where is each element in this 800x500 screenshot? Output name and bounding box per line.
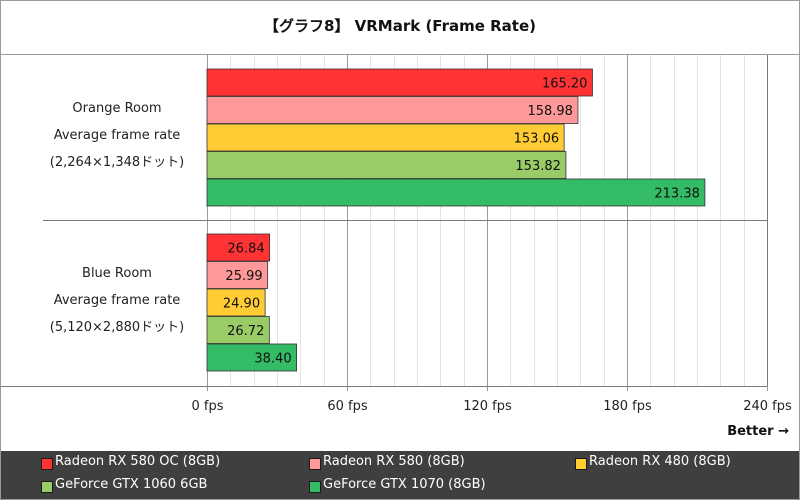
data-label: 153.06	[514, 132, 560, 147]
legend-label: Radeon RX 580 (8GB)	[323, 454, 465, 469]
data-label: 38.40	[254, 352, 291, 367]
x-tick-label: 0 fps	[191, 399, 223, 414]
legend-label: Radeon RX 580 OC (8GB)	[55, 454, 221, 469]
category-label: (2,264×1,348ドット)	[50, 155, 184, 170]
better-annotation: Better →	[727, 424, 789, 439]
legend-swatch	[41, 481, 53, 493]
chart-title: 【グラフ8】 VRMark (Frame Rate)	[263, 17, 537, 35]
x-tick-label: 120 fps	[463, 399, 512, 414]
data-label: 158.98	[527, 104, 573, 119]
legend-swatch	[41, 458, 53, 470]
legend: Radeon RX 580 OC (8GB) Radeon RX 580 (8GB…	[1, 451, 799, 499]
bar-chart: 0 fps 60 fps 120 fps 180 fps 240 fps 165.20 15…	[1, 55, 792, 414]
data-label: 213.38	[654, 187, 700, 202]
category-label: Average frame rate	[54, 293, 181, 308]
title-divider	[1, 54, 799, 55]
legend-swatch	[575, 458, 587, 470]
legend-label: GeForce GTX 1070 (8GB)	[323, 477, 486, 492]
bar	[206, 316, 270, 344]
bar	[206, 68, 593, 97]
data-label: 165.20	[542, 77, 588, 92]
data-label: 26.84	[227, 242, 264, 257]
legend-label: Radeon RX 480 (8GB)	[589, 454, 731, 469]
data-label: 24.90	[223, 297, 260, 312]
bar	[206, 288, 266, 317]
category-label: Blue Room	[82, 266, 152, 281]
category-label: Average frame rate	[54, 128, 181, 143]
bar	[206, 233, 271, 262]
legend-swatch	[309, 458, 321, 470]
bar	[206, 343, 297, 372]
data-label: 153.82	[515, 159, 561, 174]
bar	[206, 151, 567, 179]
legend-label: GeForce GTX 1060 6GB	[55, 477, 208, 492]
bar	[206, 178, 706, 207]
data-label: 26.72	[227, 324, 264, 339]
legend-swatch	[309, 481, 321, 493]
data-label: 25.99	[225, 269, 262, 284]
bar	[206, 96, 579, 124]
bar	[206, 123, 565, 152]
category-label: (5,120×2,880ドット)	[50, 320, 184, 335]
x-tick-label: 240 fps	[743, 399, 792, 414]
x-tick-label: 60 fps	[327, 399, 368, 414]
x-tick-label: 180 fps	[603, 399, 652, 414]
bar	[206, 261, 269, 289]
category-label: Orange Room	[72, 101, 161, 116]
